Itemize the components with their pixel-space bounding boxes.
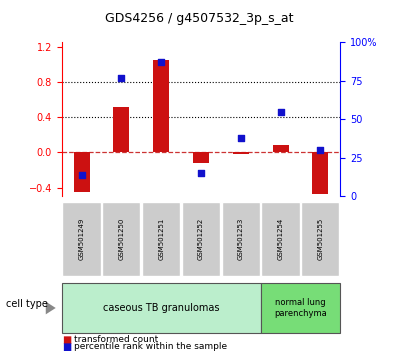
Text: cell type: cell type [6,299,48,309]
Text: percentile rank within the sample: percentile rank within the sample [74,342,227,352]
Bar [312,153,328,194]
Bar [233,153,249,154]
Text: GSM501252: GSM501252 [198,218,204,260]
Bar [193,153,209,163]
Point [78,172,85,178]
Point [158,60,164,65]
Bar [74,153,90,192]
Point [198,171,204,176]
Bar [273,145,289,153]
Text: GSM501251: GSM501251 [158,218,164,260]
Text: GSM501255: GSM501255 [317,218,324,260]
Text: GSM501250: GSM501250 [118,218,125,260]
Text: GSM501254: GSM501254 [277,218,284,260]
Text: GDS4256 / g4507532_3p_s_at: GDS4256 / g4507532_3p_s_at [105,12,293,25]
Text: caseous TB granulomas: caseous TB granulomas [103,303,219,313]
Bar [113,107,129,153]
Text: GSM501253: GSM501253 [238,218,244,260]
Point [317,147,324,153]
Text: GSM501249: GSM501249 [78,218,85,260]
Text: normal lung
parenchyma: normal lung parenchyma [274,298,327,318]
Text: ■: ■ [62,335,71,345]
Point [238,135,244,141]
Text: ■: ■ [62,342,71,352]
Point [277,109,284,115]
Bar [153,60,169,153]
Point [118,75,125,81]
Text: transformed count: transformed count [74,335,158,344]
